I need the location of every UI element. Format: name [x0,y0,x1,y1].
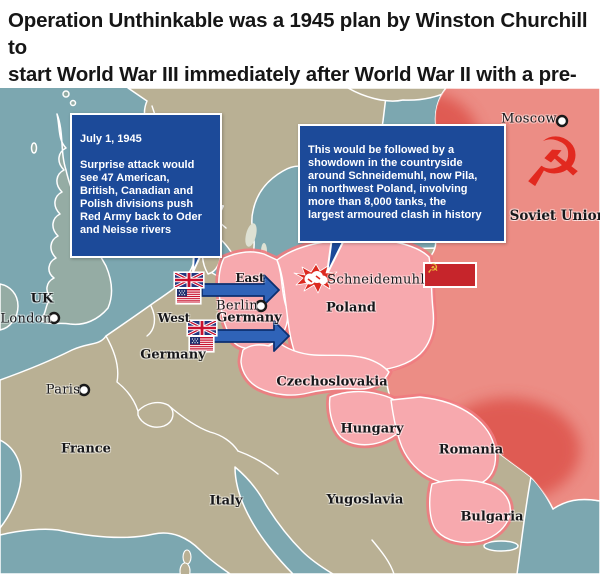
explosion-icon [293,263,339,294]
shetland-isle [62,90,70,98]
corsica [182,549,192,565]
label-hungary: Hungary [340,421,404,437]
soviet-flag-emblem-icon: ☭ [427,262,439,277]
callout-showdown: This would be followed by a showdown in … [298,124,506,243]
uk-flag-icon [188,321,216,335]
uk-flag-icon [175,273,203,287]
callout-attack-text: Surprise attack would see 47 American, B… [80,159,202,236]
orkney-isle [69,99,77,107]
label-soviet-union: Soviet Union [509,208,600,224]
label-czechoslovakia: Czechoslovakia [276,374,388,390]
label-paris: Paris [45,382,81,398]
label-moscow: Moscow [501,111,557,127]
label-bulgaria: Bulgaria [460,509,524,525]
london-marker [47,311,61,325]
label-romania: Romania [438,442,504,458]
headline-bar: Operation Unthinkable was a 1945 plan by… [0,0,600,113]
sardinia [179,562,191,574]
label-berlin: Berlin [216,298,258,314]
callout-showdown-text: This would be followed by a showdown in … [308,144,482,221]
label-italy: Italy [209,493,243,509]
adriatic-sea [234,466,334,574]
callout-attack: July 1, 1945 Surprise attack would see 4… [70,113,222,258]
label-france: France [61,441,111,457]
hebrides-isle [30,142,38,154]
bay-of-biscay [0,439,22,529]
label-london: London [0,311,52,327]
attack-arrow-north [201,274,280,306]
paris-marker [77,383,91,397]
label-poland: Poland [325,300,377,316]
country-borders [105,305,395,574]
us-flag-icon [177,289,200,303]
allied-flags-north [175,273,203,303]
region-ireland [0,283,19,331]
europe-map: July 1, 1945 Surprise attack would see 4… [0,88,600,574]
callout-attack-date: July 1, 1945 [80,133,142,145]
moscow-marker [555,114,569,128]
mediterranean-sea [0,528,231,574]
label-uk: UK [30,291,54,307]
swedish-lake [245,223,257,247]
label-west: West [157,311,191,325]
allied-flags-south [188,321,216,351]
attack-arrow-south [211,320,290,352]
berlin-marker [254,299,268,313]
label-east-germany: Germany [216,310,282,326]
label-east: East [235,271,265,285]
us-flag-icon [190,337,213,351]
hammer-sickle-icon: ☭ [522,124,584,203]
label-west-germany: Germany [140,347,206,363]
label-schneidemuhl: Schneidemuhl [327,272,425,288]
label-yugoslavia: Yugoslavia [326,492,404,508]
sea-of-marmara [483,540,519,552]
soviet-flag: ☭ [423,262,477,288]
